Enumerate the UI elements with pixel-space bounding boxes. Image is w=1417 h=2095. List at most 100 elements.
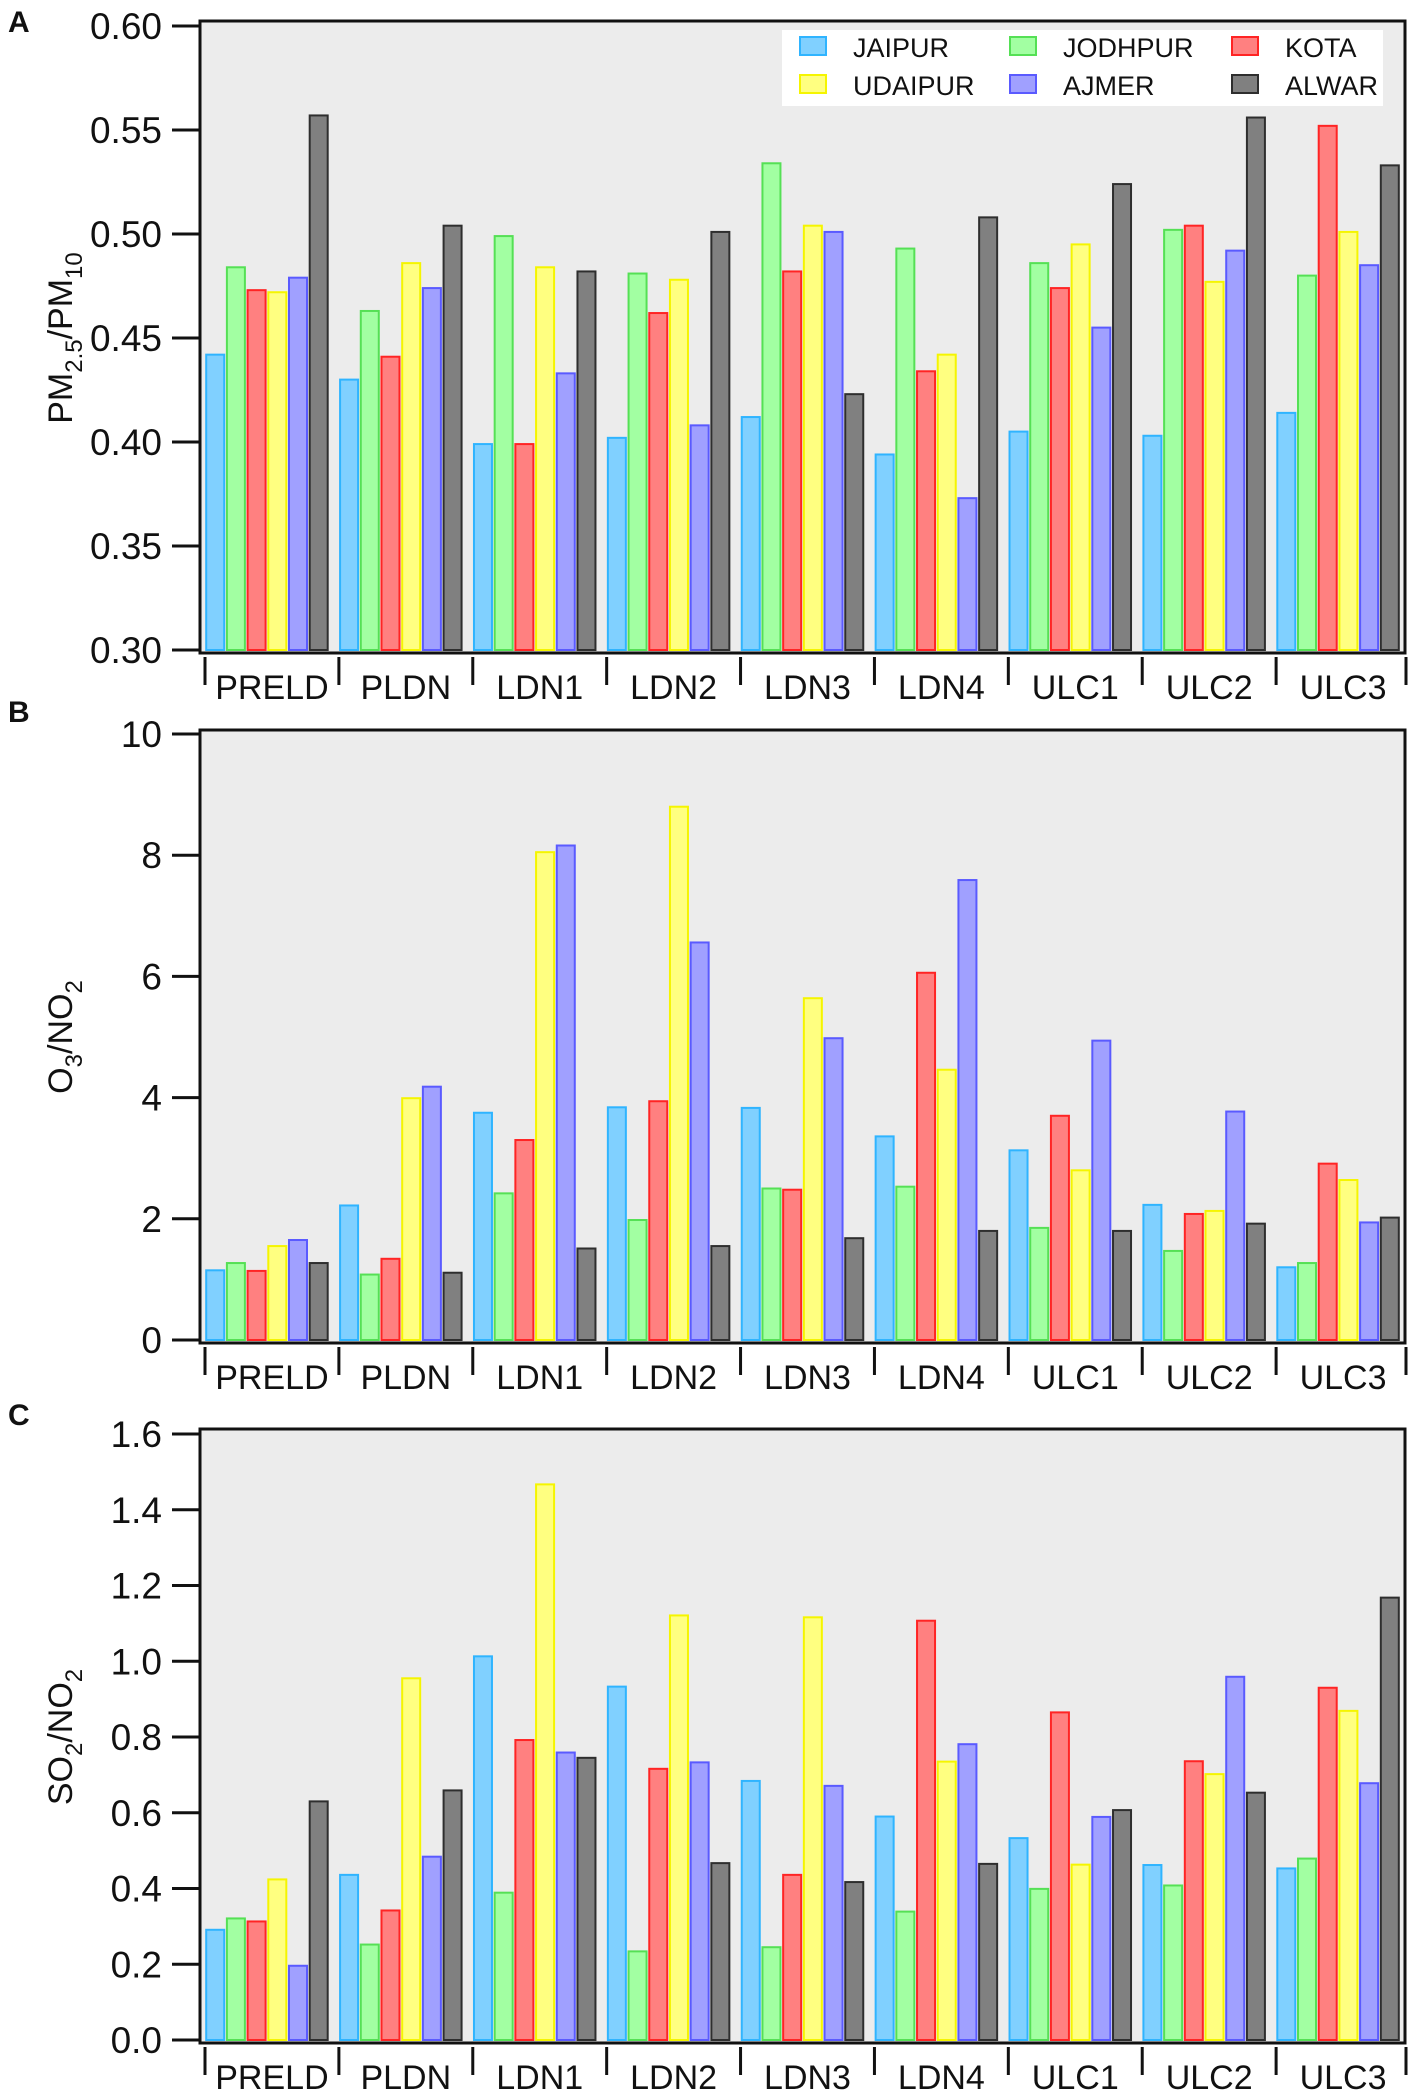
bar-udaipur-ulc2 — [1204, 280, 1225, 651]
bar-jaipur-pldn — [339, 1873, 360, 2041]
y-tick-label: 0.60 — [90, 6, 162, 47]
bar-alwar-ldn3 — [844, 393, 865, 651]
bar-kota-ldn4 — [916, 370, 937, 651]
bar-ajmer-ulc1 — [1091, 1815, 1112, 2042]
y-axis-label-part: /PM — [42, 279, 80, 339]
bar-jodhpur-ulc3 — [1297, 1262, 1318, 1341]
bar-kota-ulc2 — [1183, 224, 1204, 651]
chart-panel-a: A0.300.350.400.450.500.550.60PM2.5/PM10P… — [8, 6, 1408, 707]
y-axis-label: SO2/NO2 — [42, 1669, 88, 1805]
x-tick-label: LDN1 — [496, 2059, 583, 2090]
bar-alwar-ldn2 — [710, 1862, 731, 2042]
x-tick-label: ULC1 — [1032, 1359, 1119, 1397]
bar-udaipur-ldn4 — [936, 1068, 957, 1341]
bar-udaipur-ldn1 — [535, 1483, 556, 2041]
bar-jaipur-ldn3 — [740, 416, 761, 652]
x-tick-label: ULC2 — [1166, 669, 1253, 707]
bar-jodhpur-preld — [225, 266, 246, 651]
y-tick-label: 6 — [141, 956, 162, 997]
y-axis-label-part: 2 — [61, 980, 88, 993]
x-tick-label: LDN3 — [764, 2059, 851, 2090]
y-axis-label-part: 10 — [61, 252, 88, 279]
y-tick-label: 0.35 — [90, 526, 162, 567]
bar-alwar-ldn1 — [576, 1756, 597, 2042]
bar-kota-ulc1 — [1049, 287, 1070, 651]
legend-label: UDAIPUR — [853, 71, 975, 101]
x-tick-label: ULC2 — [1166, 1359, 1253, 1397]
plot-background — [200, 21, 1405, 653]
y-axis-label-part: /NO — [42, 1682, 80, 1742]
bar-jaipur-pldn — [339, 1204, 360, 1342]
x-tick-label: LDN4 — [898, 669, 985, 707]
bar-udaipur-ldn3 — [802, 224, 823, 651]
y-tick-label: 0.6 — [111, 1793, 162, 1834]
bar-ajmer-ldn2 — [689, 1761, 710, 2041]
bar-kota-pldn — [380, 1257, 401, 1342]
x-tick-label: PRELD — [215, 1359, 328, 1397]
bar-jodhpur-preld — [225, 1917, 246, 2042]
plot-background — [200, 1429, 1405, 2043]
bar-jaipur-ulc2 — [1142, 1864, 1163, 2041]
bar-jaipur-ldn3 — [740, 1779, 761, 2042]
legend-swatch-jodhpur — [1009, 36, 1037, 56]
bar-ajmer-preld — [287, 1964, 308, 2042]
bar-alwar-ldn3 — [844, 1237, 865, 1342]
y-axis-label-part: /NO — [42, 994, 80, 1054]
bar-alwar-ldn3 — [844, 1881, 865, 2042]
bar-ajmer-ulc3 — [1359, 264, 1380, 651]
y-axis-label: O3/NO2 — [42, 980, 88, 1094]
y-tick-label: 1.0 — [111, 1641, 162, 1682]
legend-background — [782, 30, 1383, 106]
bar-alwar-ulc3 — [1379, 164, 1400, 652]
bar-udaipur-preld — [267, 1878, 288, 2042]
legend-label: JAIPUR — [853, 33, 949, 63]
legend: JAIPUR JODHPUR KOTA UDAIPUR AJMER ALWAR — [782, 30, 1383, 106]
x-tick-label: LDN3 — [764, 669, 851, 707]
bar-ajmer-ulc2 — [1225, 1110, 1246, 1341]
bar-ajmer-pldn — [421, 287, 442, 651]
bar-alwar-preld — [308, 114, 329, 651]
bar-ajmer-ldn1 — [555, 1751, 576, 2042]
y-tick-label: 0 — [141, 1320, 162, 1361]
x-tick-label: LDN4 — [898, 2059, 985, 2090]
bar-ajmer-ldn4 — [957, 497, 978, 651]
x-tick-label: PLDN — [360, 2059, 451, 2090]
plot-frame — [198, 728, 1407, 1345]
bar-alwar-ulc1 — [1112, 1229, 1133, 1342]
bar-kota-ldn2 — [648, 1767, 669, 2041]
bar-kota-ldn1 — [514, 1739, 535, 2042]
bar-jaipur-ldn2 — [606, 1685, 627, 2041]
bar-jodhpur-ldn1 — [493, 235, 514, 652]
bar-alwar-ldn1 — [576, 270, 597, 651]
y-axis-label-part: 2.5 — [61, 339, 88, 372]
bar-jodhpur-ulc3 — [1297, 1857, 1318, 2041]
bar-ajmer-ulc2 — [1225, 1675, 1246, 2042]
y-axis-label-part: O — [42, 1067, 80, 1093]
bar-jaipur-preld — [205, 1928, 226, 2041]
bar-alwar-ldn4 — [978, 1862, 999, 2041]
bar-alwar-ldn4 — [978, 1229, 999, 1342]
legend-swatch-jaipur — [799, 36, 827, 56]
bar-alwar-ulc3 — [1379, 1596, 1400, 2041]
bar-jodhpur-ldn2 — [627, 272, 648, 651]
panel-letter: A — [8, 6, 30, 39]
bar-udaipur-ldn3 — [802, 997, 823, 1341]
bar-jaipur-ldn4 — [874, 1135, 895, 1342]
bar-jodhpur-ulc2 — [1163, 1884, 1184, 2041]
bar-jodhpur-ldn2 — [627, 1219, 648, 1341]
bar-jaipur-ulc3 — [1276, 411, 1297, 651]
bar-udaipur-pldn — [401, 262, 422, 651]
bar-kota-preld — [246, 1920, 267, 2042]
legend-swatch-kota — [1231, 36, 1259, 56]
bar-ajmer-pldn — [421, 1085, 442, 1342]
y-axis-label-part: SO — [42, 1756, 80, 1805]
bar-jodhpur-ldn3 — [761, 162, 782, 651]
bar-ajmer-ldn3 — [823, 1037, 844, 1342]
bar-jaipur-ldn1 — [472, 1655, 493, 2042]
y-axis-label-part: PM — [42, 373, 80, 424]
x-tick-label: PRELD — [215, 2059, 328, 2090]
bar-kota-pldn — [380, 355, 401, 651]
bar-jodhpur-pldn — [359, 1943, 380, 2042]
bar-udaipur-ldn2 — [668, 278, 689, 651]
